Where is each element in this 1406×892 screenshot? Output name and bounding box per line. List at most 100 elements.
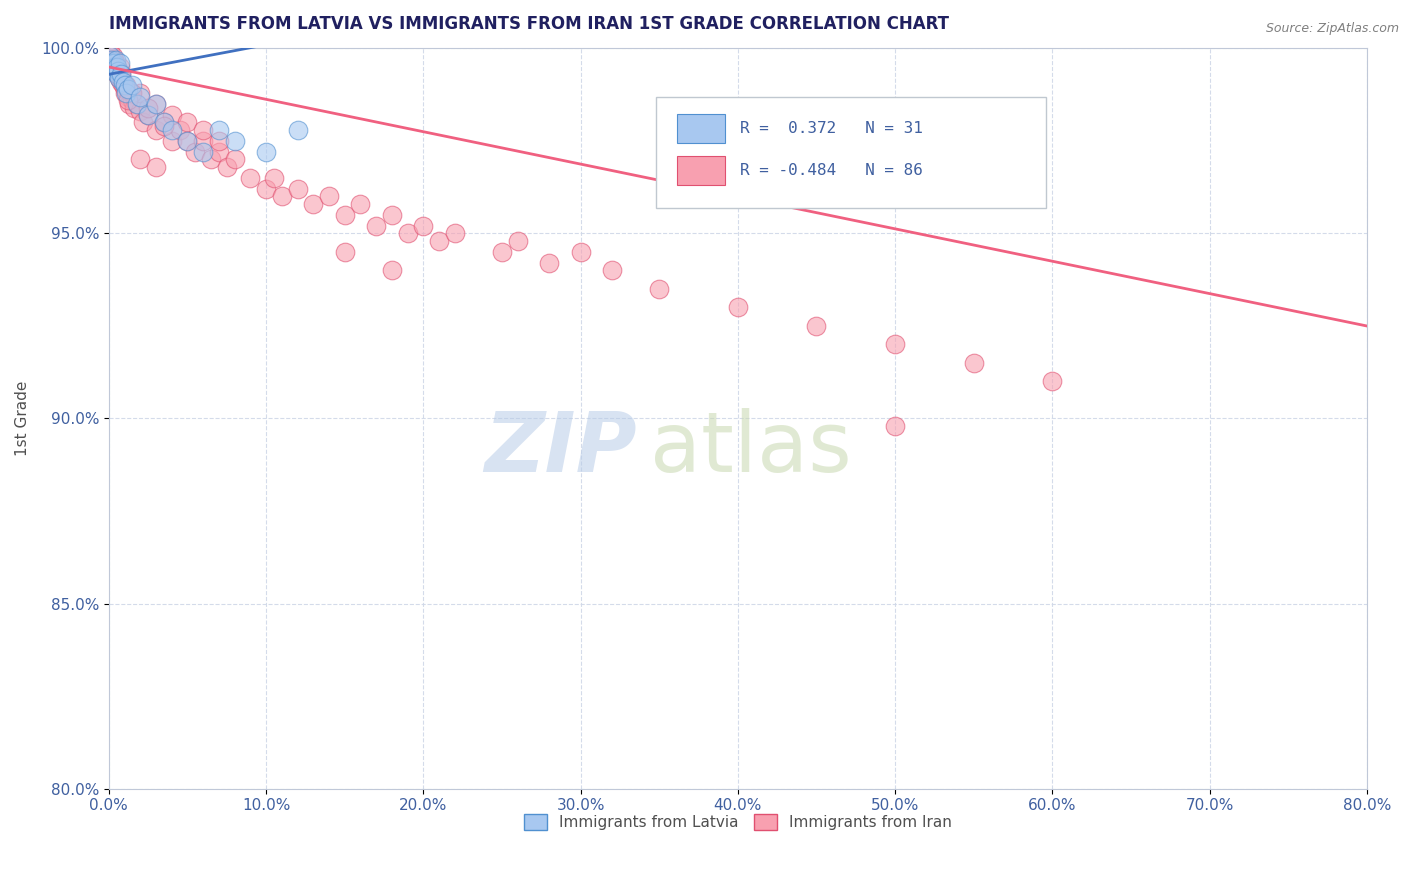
Point: [412, 219, 434, 233]
Point: [115, 86, 138, 100]
Point: [108, 60, 131, 74]
Point: [239, 171, 262, 186]
Point: [103, 53, 125, 67]
Point: [160, 134, 183, 148]
Point: [101, 49, 124, 63]
Point: [120, 86, 142, 100]
Point: [302, 197, 325, 211]
Point: [108, 70, 131, 85]
Point: [193, 145, 215, 159]
Point: [193, 123, 215, 137]
Text: IMMIGRANTS FROM LATVIA VS IMMIGRANTS FROM IRAN 1ST GRADE CORRELATION CHART: IMMIGRANTS FROM LATVIA VS IMMIGRANTS FRO…: [108, 15, 949, 33]
Point: [98, 45, 121, 59]
Point: [108, 56, 131, 70]
Point: [101, 56, 124, 70]
Point: [107, 63, 129, 78]
Point: [145, 97, 167, 112]
Point: [160, 123, 183, 137]
Point: [136, 101, 159, 115]
Y-axis label: 1st Grade: 1st Grade: [15, 381, 30, 456]
Point: [427, 234, 450, 248]
Point: [107, 60, 129, 74]
Point: [884, 418, 907, 433]
Point: [648, 282, 671, 296]
Point: [103, 53, 125, 67]
Point: [111, 75, 134, 89]
Point: [110, 67, 132, 81]
Point: [101, 60, 124, 74]
Point: [121, 86, 143, 100]
Point: [176, 115, 198, 129]
Point: [111, 78, 134, 93]
Point: [100, 49, 122, 63]
Point: [153, 115, 176, 129]
Point: [121, 78, 143, 93]
Point: [333, 208, 356, 222]
Point: [806, 318, 828, 333]
Point: [176, 134, 198, 148]
Point: [117, 82, 139, 96]
Point: [110, 70, 132, 85]
Point: [117, 89, 139, 103]
Point: [145, 123, 167, 137]
Point: [443, 227, 465, 241]
Point: [110, 75, 132, 89]
Point: [254, 145, 277, 159]
Point: [101, 56, 124, 70]
Point: [224, 134, 246, 148]
Point: [333, 244, 356, 259]
Point: [366, 219, 388, 233]
Point: [104, 60, 127, 74]
Point: [103, 56, 125, 70]
Point: [538, 256, 561, 270]
Point: [118, 97, 141, 112]
Bar: [678, 113, 725, 144]
Point: [153, 119, 176, 133]
Point: [381, 208, 404, 222]
Point: [110, 67, 132, 81]
Text: R =  0.372   N = 31: R = 0.372 N = 31: [741, 121, 924, 136]
Point: [105, 67, 128, 81]
Point: [129, 153, 152, 167]
Point: [381, 263, 404, 277]
Point: [103, 63, 125, 78]
Point: [115, 78, 138, 93]
Point: [287, 182, 309, 196]
Point: [160, 108, 183, 122]
Point: [727, 301, 749, 315]
Point: [506, 234, 529, 248]
Text: atlas: atlas: [650, 408, 852, 489]
Point: [100, 53, 122, 67]
Point: [215, 160, 238, 174]
Point: [136, 108, 159, 122]
Point: [600, 263, 623, 277]
Point: [208, 123, 231, 137]
Point: [127, 97, 149, 112]
Point: [127, 97, 149, 112]
Point: [136, 108, 159, 122]
Point: [145, 97, 167, 112]
Point: [318, 189, 340, 203]
Point: [114, 86, 136, 100]
Point: [121, 93, 143, 107]
Point: [104, 56, 127, 70]
Text: ZIP: ZIP: [485, 408, 637, 489]
Point: [132, 115, 155, 129]
Point: [193, 134, 215, 148]
Point: [270, 189, 292, 203]
Point: [145, 160, 167, 174]
Point: [884, 337, 907, 351]
Point: [105, 60, 128, 74]
Point: [263, 171, 285, 186]
Point: [108, 70, 131, 85]
Point: [129, 89, 152, 103]
Point: [1040, 375, 1063, 389]
Point: [169, 123, 191, 137]
FancyBboxPatch shape: [657, 96, 1046, 208]
Point: [104, 63, 127, 78]
Point: [114, 82, 136, 96]
Point: [200, 153, 222, 167]
Point: [129, 104, 152, 119]
Point: [569, 244, 592, 259]
Point: [184, 145, 207, 159]
